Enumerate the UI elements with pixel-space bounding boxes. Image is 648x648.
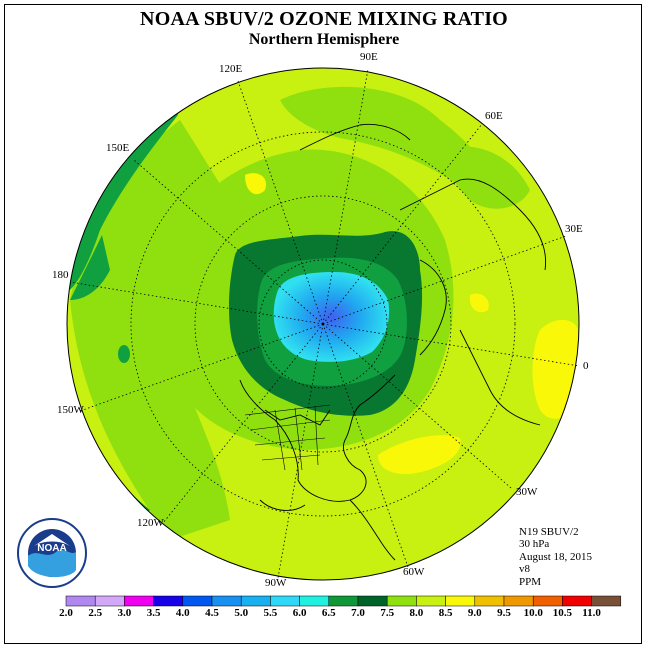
colorbar-tick-label: 3.0 (117, 607, 132, 619)
colorbar-swatch (153, 595, 184, 607)
coast-north-america (239, 374, 396, 502)
lon-label-120w: 120W (137, 517, 164, 529)
colorbar-swatch (328, 595, 359, 607)
colorbar-tick-label: 8.5 (438, 607, 453, 619)
colorbar-swatch (591, 595, 622, 607)
lon-label-90w: 90W (265, 577, 287, 589)
us-state-lines (244, 404, 331, 471)
version-label: v8 (519, 563, 530, 576)
colorbar-swatch (416, 595, 446, 607)
date-label: August 18, 2015 (519, 550, 593, 563)
colorbar-tick-label: 2.5 (88, 607, 103, 619)
coast-eurasia (399, 178, 547, 271)
colorbar-tick-label: 9.5 (497, 607, 511, 619)
lon-label-30e: 30E (565, 223, 583, 235)
lon-label-60w: 60W (403, 566, 425, 578)
colorbar-swatch (357, 595, 388, 607)
colorbar-swatch (94, 595, 125, 607)
colorbar-swatch (532, 595, 563, 607)
colorbar-tick-label: 11.0 (582, 607, 601, 619)
page-subtitle: Northern Hemisphere (248, 31, 400, 48)
lon-label-120e: 120E (219, 63, 243, 75)
colorbar-swatch (270, 595, 300, 607)
dataset-info: N19 SBUV/2 30 hPa August 18, 2015 v8 PPM (519, 526, 592, 588)
colorbar-tick-label: 8.0 (409, 607, 424, 619)
page-title: NOAA SBUV/2 OZONE MIXING RATIO (140, 8, 508, 30)
colorbar-tick-label: 9.0 (467, 607, 482, 619)
colorbar-swatch (182, 595, 213, 607)
coastlines (239, 123, 547, 561)
colorbar-tick-label: 6.5 (321, 607, 336, 619)
lon-label-60e: 60E (485, 110, 503, 122)
colorbar-tick-label: 3.5 (146, 607, 161, 619)
gull-icon (34, 534, 70, 546)
colorbar-swatch (386, 595, 417, 607)
colorbar-tick-label: 7.0 (351, 607, 365, 619)
pressure-level-label: 30 hPa (519, 538, 550, 551)
colorbar-swatch (503, 595, 534, 607)
noaa-logo-text: NOAA (37, 543, 66, 554)
colorbar-swatch (240, 595, 271, 607)
colorbar-swatch (474, 595, 505, 607)
colorbar-tick-label: 7.5 (380, 607, 395, 619)
colorbar-tick-label: 4.5 (205, 607, 219, 619)
colorbar-tick-label: 4.0 (175, 607, 190, 619)
lon-label-0: 0 (583, 360, 589, 372)
region-polar-minimum (273, 272, 390, 362)
ozone-field (67, 68, 579, 580)
lon-label-30w: 30W (516, 486, 538, 498)
noaa-logo-wave (28, 550, 76, 578)
lon-label-150e: 150E (106, 142, 130, 154)
colorbar-tick-label: 6.0 (292, 607, 307, 619)
colorbar-swatch (299, 595, 330, 607)
units-label: PPM (519, 575, 542, 588)
colorbar-swatch (445, 595, 476, 607)
colorbar-swatch (562, 595, 592, 607)
colorbar-swatch (124, 595, 154, 607)
lon-label-180: 180 (52, 269, 69, 281)
colorbar-tick-label: 5.0 (234, 607, 249, 619)
graticule (69, 68, 580, 579)
plot-frame (4, 4, 642, 644)
lon-label-150w: 150W (57, 404, 84, 416)
region-8-5-a (245, 173, 266, 195)
hemisphere-outline (66, 67, 580, 581)
colorbar-swatch (65, 595, 96, 607)
region-8-5-east (532, 319, 578, 419)
noaa-logo: NOAA (17, 518, 87, 588)
colorbar (65, 595, 622, 607)
colorbar-tick-label: 5.5 (263, 607, 278, 619)
lon-label-90e: 90E (360, 51, 378, 63)
colorbar-tick-label: 10.0 (523, 607, 543, 619)
colorbar-tick-label: 10.5 (552, 607, 573, 619)
instrument-label: N19 SBUV/2 (519, 526, 579, 538)
colorbar-swatch (211, 595, 242, 607)
colorbar-tick-label: 2.0 (59, 607, 73, 619)
